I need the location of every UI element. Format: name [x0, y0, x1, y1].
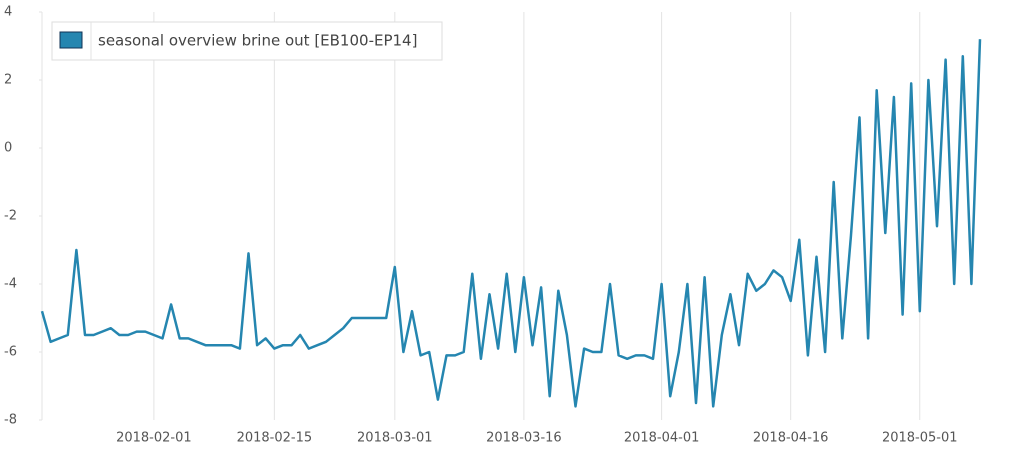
legend: seasonal overview brine out [EB100-EP14]: [51, 21, 443, 61]
y-tick-label: 0: [4, 141, 12, 156]
y-tick-label: -4: [4, 277, 17, 292]
y-tick-label: -6: [4, 345, 17, 360]
y-tick-label: -2: [4, 209, 17, 224]
x-tick-label: 2018-03-01: [357, 431, 433, 446]
x-tick-label: 2018-02-15: [237, 431, 313, 446]
data-line: [40, 39, 982, 408]
x-tick-label: 2018-04-16: [753, 431, 829, 446]
x-tick-label: 2018-05-01: [882, 431, 958, 446]
x-tick-label: 2018-04-01: [624, 431, 700, 446]
y-tick-label: 4: [4, 5, 12, 20]
x-tick-label: 2018-02-01: [116, 431, 192, 446]
y-tick-label: 2: [4, 73, 12, 88]
x-tick-label: 2018-03-16: [486, 431, 562, 446]
y-tick-label: -8: [4, 413, 17, 428]
legend-label: seasonal overview brine out [EB100-EP14]: [98, 32, 417, 50]
legend-box: [51, 21, 443, 61]
legend-swatch: [59, 31, 83, 49]
